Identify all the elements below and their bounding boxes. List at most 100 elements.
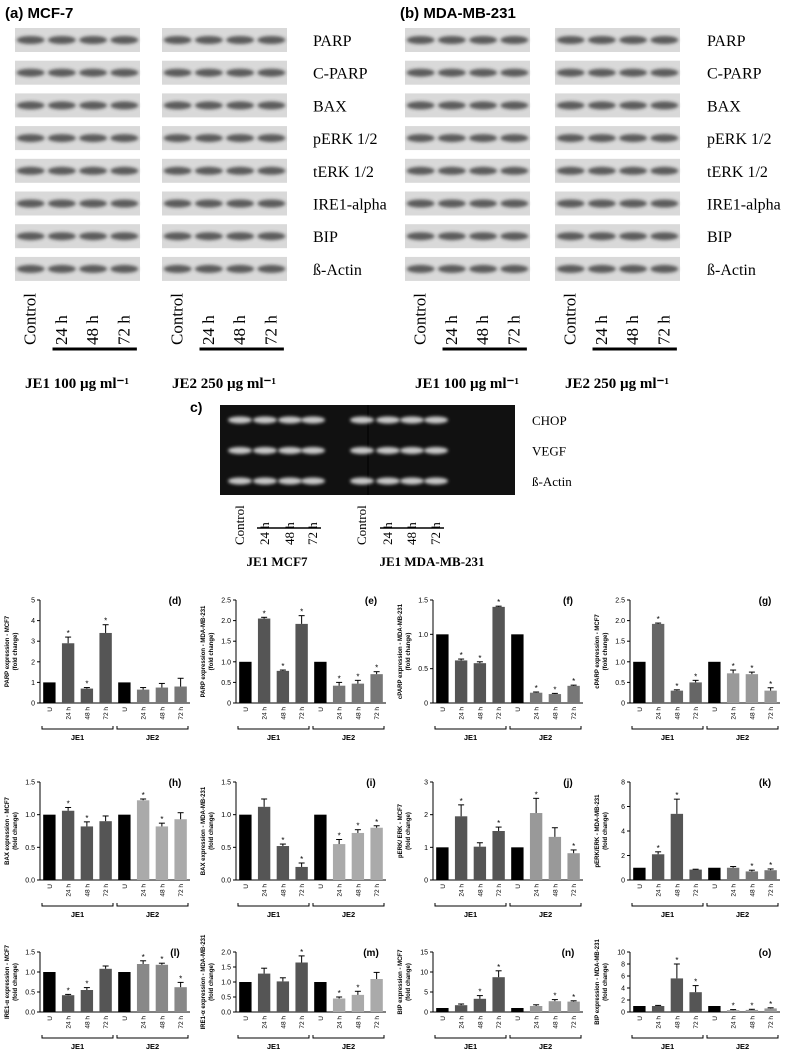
y-tick-label: 1.5 — [25, 950, 35, 957]
group-label: JE1 MCF7 — [246, 554, 308, 569]
y-tick-label: 1.5 — [615, 639, 625, 646]
significance-star: * — [142, 791, 145, 800]
y-tick-label: 6 — [621, 974, 625, 981]
x-tick-label: U — [712, 884, 719, 889]
blot-band — [194, 36, 223, 44]
lane-label: 24 h — [199, 315, 218, 345]
blot-band — [406, 166, 435, 175]
bar — [745, 674, 759, 703]
blot-band — [110, 101, 139, 110]
error-bar — [373, 825, 380, 828]
y-tick-label: 1.5 — [221, 965, 231, 972]
significance-star: * — [497, 963, 500, 972]
x-tick-label: 72 h — [693, 707, 700, 720]
x-tick-label: 72 h — [571, 707, 578, 720]
x-tick-label: 72 h — [693, 1016, 700, 1029]
blot-band — [556, 232, 585, 241]
protein-label: PARP — [707, 33, 746, 50]
error-bar — [767, 687, 774, 691]
x-tick-label: 72 h — [299, 707, 306, 720]
bar — [155, 964, 169, 1012]
y-tick-label: 0 — [227, 701, 231, 708]
blot-band — [500, 36, 529, 44]
group-bracket — [312, 1035, 385, 1039]
x-tick-label: 48 h — [280, 1016, 287, 1029]
y-axis-label: IRE1-α expression - MDA-MB-231 — [201, 934, 207, 1029]
blot-band — [226, 232, 255, 241]
blot-band — [79, 264, 108, 273]
significance-star: * — [572, 842, 575, 851]
error-bar — [65, 993, 72, 996]
error-bar — [673, 798, 680, 814]
y-tick-label: 0.0 — [221, 878, 231, 885]
x-tick-label: 72 h — [178, 707, 185, 720]
x-tick-label: 24 h — [656, 1016, 663, 1029]
x-tick-label: 72 h — [178, 1016, 185, 1029]
protein-label: BAX — [707, 98, 741, 115]
x-tick-label: 24 h — [534, 1016, 541, 1029]
x-tick-label: U — [712, 1016, 719, 1021]
protein-label: pERK 1/2 — [313, 131, 377, 148]
error-bar — [336, 838, 343, 845]
blot-band — [110, 264, 139, 273]
significance-star: * — [750, 1001, 753, 1010]
lane-label: 48 h — [230, 315, 249, 345]
significance-star: * — [478, 654, 481, 663]
group-bracket — [706, 726, 779, 730]
group-label: JE2 — [736, 1042, 749, 1051]
bar — [764, 870, 777, 880]
bar — [295, 623, 308, 703]
y-tick-label: 1.5 — [221, 780, 231, 787]
x-tick-label: 72 h — [768, 884, 775, 897]
error-bar — [261, 798, 268, 807]
blot-band — [47, 134, 76, 143]
y-tick-label: 4 — [621, 829, 625, 836]
x-tick-label: U — [243, 707, 250, 712]
bar — [276, 981, 290, 1012]
blot-strip — [555, 60, 680, 85]
bar — [99, 968, 112, 1012]
x-tick-label: 48 h — [280, 707, 287, 720]
x-tick-label: 48 h — [749, 1016, 756, 1029]
y-tick-label: 0 — [621, 878, 625, 885]
group-label: JE1 — [464, 1042, 477, 1051]
blot-band — [226, 199, 255, 208]
group-label: JE2 — [539, 1042, 552, 1051]
lane-label: 24 h — [380, 522, 395, 545]
blot-band — [650, 264, 679, 273]
blot-band — [619, 199, 648, 208]
blot-band — [16, 68, 45, 77]
bar — [670, 978, 684, 1012]
y-tick-label: 0.5 — [418, 666, 428, 673]
bar — [651, 854, 665, 880]
bar — [174, 819, 187, 880]
bar — [314, 661, 327, 703]
blot-band — [257, 264, 286, 273]
error-bar — [83, 687, 90, 689]
x-tick-label: 48 h — [552, 1016, 559, 1029]
error-bar — [279, 843, 286, 847]
blot-band — [194, 199, 223, 208]
x-tick-label: 24 h — [141, 707, 148, 720]
bar — [567, 853, 580, 880]
error-bar — [158, 822, 165, 827]
x-tick-label: 48 h — [552, 884, 559, 897]
x-tick-label: 24 h — [731, 707, 738, 720]
blot-band — [79, 101, 108, 110]
bar — [633, 867, 646, 880]
gel-band — [424, 447, 448, 454]
blot-band — [163, 68, 192, 77]
bar — [567, 1001, 580, 1012]
panel-label: (l) — [170, 948, 179, 959]
panel-label: (b) MDA-MB-231 — [400, 5, 516, 22]
bar — [136, 800, 150, 880]
x-tick-label: 48 h — [674, 707, 681, 720]
group-bracket — [434, 726, 507, 730]
error-bar — [65, 806, 72, 811]
significance-star: * — [142, 953, 145, 962]
bar — [511, 1008, 524, 1012]
bar — [548, 836, 562, 880]
error-bar — [140, 960, 147, 964]
blot-band — [619, 134, 648, 143]
group-bracket — [631, 726, 704, 730]
